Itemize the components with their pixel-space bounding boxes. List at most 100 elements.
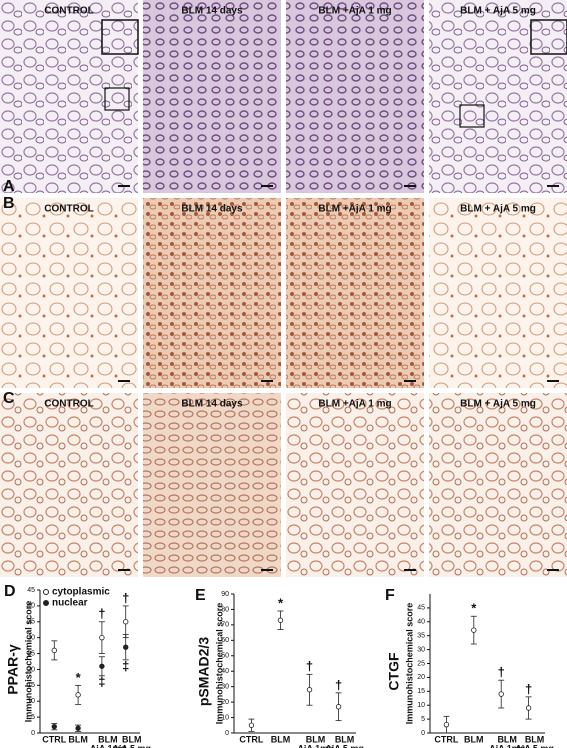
data-point [471, 627, 477, 633]
y-tick-label: 35 [27, 619, 35, 626]
y-tick-label: 15 [417, 688, 425, 695]
y-tick-label: 30 [27, 635, 35, 642]
scale-bar [118, 380, 130, 382]
y-tick-label: 20 [221, 699, 229, 706]
legend-label: cytoplasmic [52, 587, 110, 598]
y-tick-label: 70 [221, 622, 229, 629]
image-caption: BLM + AjA 5 mg [460, 204, 536, 215]
scale-bar [547, 569, 559, 571]
significance-mark: † [498, 665, 505, 680]
scale-bar [261, 569, 273, 571]
micrograph [143, 198, 281, 388]
y-tick-label: 20 [417, 674, 425, 681]
scale-bar [118, 569, 130, 571]
legend-marker [43, 600, 49, 606]
data-point [443, 721, 450, 728]
y-tick-label: 30 [417, 646, 425, 653]
inset [530, 19, 567, 55]
micrograph [286, 198, 424, 388]
x-tick-label: BLM [122, 734, 142, 744]
legend-label: nuclear [52, 598, 88, 609]
x-tick-label: BLM [271, 734, 291, 744]
micrograph [0, 198, 138, 388]
x-tick-label: AjA 5 mg [515, 743, 554, 748]
image-caption: BLM 14 days [181, 6, 243, 17]
micrograph [143, 393, 281, 577]
y-tick-label: 5 [421, 716, 425, 723]
panel-letter: C [3, 390, 15, 407]
chart-letter: D [4, 583, 16, 600]
x-tick-label: BLM [68, 734, 88, 744]
data-point [335, 704, 342, 710]
y-tick-label: 5 [31, 714, 35, 721]
image-caption: BLM + AjA 5 mg [460, 6, 536, 17]
micrograph [286, 0, 424, 193]
x-tick-label: AjA 1mg [90, 743, 126, 748]
x-tick-label: AjA 1mg [489, 743, 525, 748]
significance-mark: † [525, 681, 532, 696]
y-tick-label: 10 [27, 698, 35, 705]
significance-mark: † [335, 677, 342, 692]
significance-mark: * [471, 601, 477, 616]
y-tick-label: 60 [221, 637, 229, 644]
y-tick-label: 50 [221, 653, 229, 660]
y-tick-label: 40 [221, 668, 229, 675]
x-tick-label: CTRL [239, 734, 263, 744]
y-tick-label: 25 [27, 650, 35, 657]
y-tick-label: 90 [221, 591, 229, 598]
image-caption: BLM +AjA 1 mg [318, 399, 391, 410]
scale-bar [547, 185, 559, 187]
panel-letter: A [3, 178, 15, 195]
y-tick-label: 40 [27, 603, 35, 610]
inset [101, 19, 139, 55]
chart-title: CTGF [386, 652, 402, 691]
zoom-box [104, 87, 130, 111]
image-caption: BLM 14 days [181, 204, 243, 215]
y-tick-label: 45 [417, 605, 425, 612]
data-point [277, 617, 284, 623]
data-point [306, 687, 313, 693]
data-point [99, 663, 105, 669]
significance-mark: * [76, 670, 82, 685]
image-caption: CONTROL [44, 399, 93, 410]
data-point [498, 691, 504, 697]
x-tick-label: BLM [98, 734, 118, 744]
chart-title: pSMAD2/3 [196, 637, 212, 706]
x-tick-label: CTRL [434, 734, 458, 744]
y-axis-label: Immunohistochemical score [404, 603, 414, 725]
micrograph [429, 198, 567, 388]
y-axis-label: Immunohistochemical score [23, 601, 33, 723]
scale-bar [404, 569, 416, 571]
image-caption: BLM + AjA 5 mg [460, 399, 536, 410]
data-point [51, 647, 57, 654]
y-tick-label: 10 [417, 702, 425, 709]
data-point [75, 692, 81, 698]
y-tick-label: 0 [31, 730, 35, 737]
x-tick-label: BLM [497, 734, 517, 744]
x-tick-label: BLM [306, 734, 326, 744]
x-tick-label: BLM [525, 734, 545, 744]
x-tick-label: AjA 5 mg [112, 743, 151, 748]
chart-title: PPAR-γ [5, 644, 21, 695]
scale-bar [118, 185, 130, 187]
panel-letter: B [3, 195, 15, 212]
micrograph [286, 393, 424, 577]
y-tick-label: 45 [27, 587, 35, 594]
legend-marker [43, 589, 49, 595]
scale-bar [404, 185, 416, 187]
significance-mark: † [122, 590, 129, 605]
image-caption: BLM +AjA 1 mg [318, 6, 391, 17]
data-point [99, 634, 105, 641]
significance-mark: ‡ [98, 674, 105, 689]
chart-letter: E [195, 587, 206, 604]
x-tick-label: AjA 1mg [297, 743, 333, 748]
data-point [123, 644, 129, 650]
scale-bar [261, 380, 273, 382]
y-tick-label: 0 [421, 730, 425, 737]
y-tick-label: 35 [417, 633, 425, 640]
y-tick-label: 30 [221, 684, 229, 691]
scale-bar [404, 380, 416, 382]
x-tick-label: AjA 5 mg [325, 743, 364, 748]
